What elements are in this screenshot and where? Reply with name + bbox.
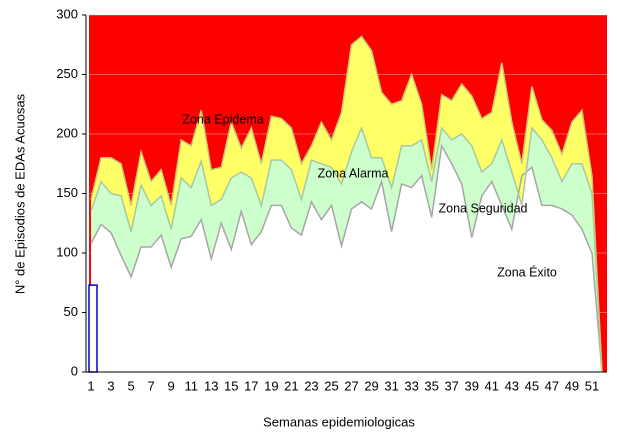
y-tick-label: 200 [56,125,78,140]
zone-fill [91,128,602,372]
zone-boundary [90,125,603,373]
x-tick-label: 5 [127,378,134,393]
x-tick-label: 15 [224,378,238,393]
x-tick-label: 37 [444,378,458,393]
y-tick-label: 100 [56,244,78,259]
zone-fill [91,36,602,373]
x-tick-label: 11 [184,378,198,393]
x-tick-label: 33 [404,378,418,393]
x-tick-label: 3 [107,378,114,393]
x-tick-label: 43 [505,378,519,393]
x-tick-label: 1 [87,378,94,393]
y-tick-label: 50 [64,304,78,319]
x-tick-label: 19 [264,378,278,393]
x-tick-label: 47 [545,378,559,393]
x-tick-label: 41 [485,378,499,393]
y-tick-label: 150 [56,185,78,200]
x-tick-label: 9 [168,378,175,393]
x-tick-label: 39 [465,378,479,393]
x-tick-label: 23 [304,378,318,393]
y-tick-label: 0 [71,363,78,378]
zone-boundary [90,143,603,373]
x-tick-label: 51 [585,378,599,393]
y-tick-label: 300 [56,6,78,21]
x-tick-label: 29 [364,378,378,393]
x-axis-label: Semanas epidemiologicas [263,414,415,429]
x-tick-label: 17 [244,378,258,393]
annotation: Zona Alarma [318,166,389,180]
annotation: Zona Epidema [182,112,263,126]
y-tick-label: 250 [56,66,78,81]
x-tick-label: 45 [525,378,539,393]
annotation: Zona Éxito [497,264,557,279]
x-tick-label: 31 [384,378,398,393]
annotation: Zona Seguridad [439,201,528,215]
x-tick-label: 21 [284,378,298,393]
x-tick-label: 35 [424,378,438,393]
x-tick-label: 7 [148,378,155,393]
zone-boundary [90,35,603,373]
x-tick-label: 13 [204,378,218,393]
x-tick-label: 27 [344,378,358,393]
bar [88,284,98,373]
x-tick-label: 25 [324,378,338,393]
zone-fill [91,145,602,372]
x-tick-label: 49 [565,378,579,393]
y-axis-label: N° de Episodios de EDAs Acuosas [12,93,27,294]
